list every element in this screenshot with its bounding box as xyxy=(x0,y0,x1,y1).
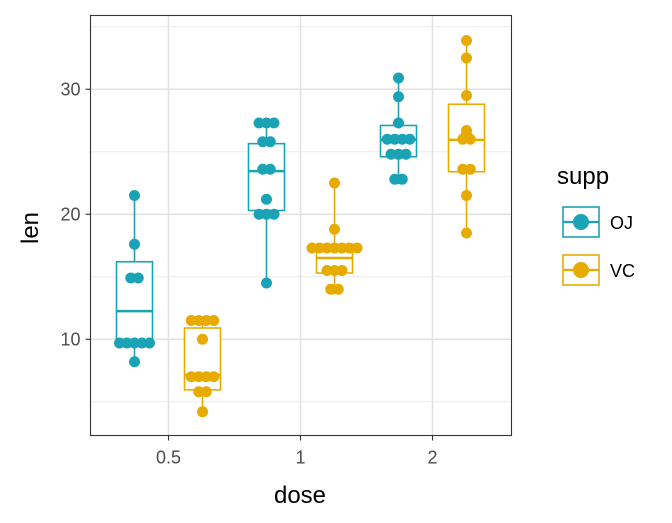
data-point xyxy=(336,265,348,276)
series-vc xyxy=(183,35,486,418)
data-point xyxy=(464,133,476,145)
data-point xyxy=(461,35,472,46)
legend-key-dot xyxy=(573,214,589,230)
legend-title: supp xyxy=(557,163,609,190)
y-axis-title: len xyxy=(17,212,44,244)
data-point xyxy=(200,386,212,398)
legend-entry-label: OJ xyxy=(610,213,633,233)
data-point xyxy=(396,173,408,185)
data-point xyxy=(332,283,344,295)
data-point xyxy=(393,91,404,103)
legend-key-dot xyxy=(573,262,589,278)
data-point xyxy=(132,272,144,284)
axes: 10 20 30 0.5 1 2 xyxy=(60,79,437,467)
data-point xyxy=(464,163,476,175)
data-point xyxy=(144,337,155,349)
x-tick-label: 2 xyxy=(427,448,437,468)
x-tick-label: 0.5 xyxy=(156,448,181,468)
data-point xyxy=(393,72,404,84)
data-point xyxy=(264,136,276,148)
data-point xyxy=(129,238,140,250)
legend-key-vc: VC xyxy=(562,254,635,286)
data-point xyxy=(461,52,472,64)
y-tick-label: 20 xyxy=(60,204,80,224)
data-point xyxy=(129,356,140,368)
data-point xyxy=(268,117,280,129)
data-point xyxy=(461,190,472,201)
x-tick-label: 1 xyxy=(295,448,305,468)
x-axis-title: dose xyxy=(274,482,326,509)
series-layer xyxy=(114,35,486,418)
data-point xyxy=(197,333,208,345)
data-point xyxy=(461,227,472,239)
data-point xyxy=(329,223,340,235)
legend-key-oj: OJ xyxy=(562,206,633,238)
legend-entry-label: VC xyxy=(610,261,635,281)
data-point xyxy=(261,277,272,289)
legend: supp OJ VC xyxy=(557,163,635,286)
data-point xyxy=(261,193,272,205)
grid-lines xyxy=(90,15,512,436)
data-point xyxy=(404,133,416,145)
series-oj xyxy=(114,72,418,368)
y-tick-label: 30 xyxy=(60,79,80,99)
data-point xyxy=(461,90,472,101)
data-point xyxy=(393,117,404,129)
boxplot-vc-2 xyxy=(447,40,486,233)
data-point xyxy=(197,406,208,418)
data-point xyxy=(129,190,140,201)
y-tick-label: 10 xyxy=(60,329,80,349)
data-point xyxy=(208,371,220,383)
box xyxy=(447,103,486,173)
data-point xyxy=(329,177,340,189)
box xyxy=(115,260,154,344)
data-point xyxy=(208,315,220,326)
data-point xyxy=(400,148,412,160)
data-point xyxy=(268,208,280,220)
data-point xyxy=(351,242,363,254)
data-point xyxy=(264,163,276,175)
